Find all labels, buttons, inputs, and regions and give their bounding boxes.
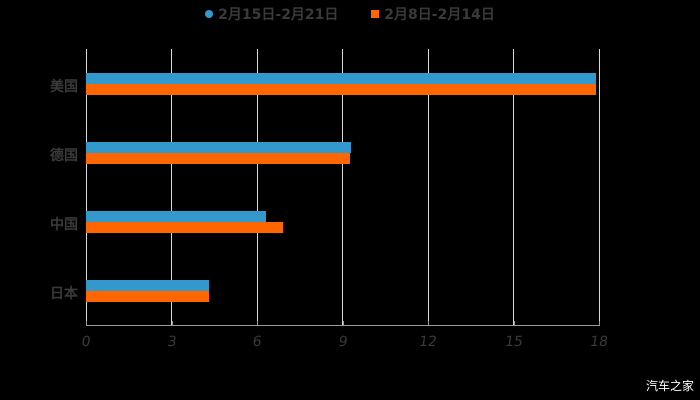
x-tick-label: 18 xyxy=(588,334,610,350)
bar-series-1[interactable] xyxy=(86,280,209,291)
watermark: 汽车之家 xyxy=(645,379,694,393)
x-tick-label: 15 xyxy=(503,334,524,350)
bar-series-1[interactable] xyxy=(86,73,597,84)
legend-item-series-2[interactable]: 2月8日-2月14日 xyxy=(371,4,495,24)
bar-series-2[interactable] xyxy=(86,291,209,302)
series-1-marker-icon xyxy=(205,10,214,18)
gridline xyxy=(257,49,258,325)
x-tick-mark xyxy=(513,321,515,326)
bar-series-1[interactable] xyxy=(86,142,352,153)
series-2-marker-icon xyxy=(371,10,380,18)
plot-area xyxy=(86,49,600,325)
x-tick-label: 3 xyxy=(165,334,178,350)
bar-series-2[interactable] xyxy=(86,153,350,164)
bar-series-2[interactable] xyxy=(86,84,597,95)
category-label-china: 中国 xyxy=(50,217,78,233)
gridline xyxy=(513,49,514,325)
bar-series-1[interactable] xyxy=(86,211,266,222)
gridline xyxy=(86,49,87,325)
x-tick-label: 6 xyxy=(251,334,263,350)
x-tick-mark xyxy=(257,321,258,326)
category-label-germany: 德国 xyxy=(50,148,78,164)
category-label-us: 美国 xyxy=(50,79,78,95)
legend-label: 2月8日-2月14日 xyxy=(384,7,495,23)
gridline xyxy=(342,49,343,325)
bar-series-2[interactable] xyxy=(86,222,283,233)
legend-label: 2月15日-2月21日 xyxy=(218,7,339,23)
x-tick-label: 12 xyxy=(417,334,439,350)
x-tick-label: 0 xyxy=(80,334,92,350)
gridline xyxy=(171,49,172,325)
x-tick-mark xyxy=(599,321,600,326)
category-label-japan: 日本 xyxy=(50,286,78,302)
x-tick-mark xyxy=(171,321,173,326)
x-tick-mark xyxy=(86,321,87,326)
gridline xyxy=(428,49,429,325)
legend-item-series-1[interactable]: 2月15日-2月21日 xyxy=(205,4,338,24)
x-tick-mark xyxy=(428,321,429,326)
x-tick-label: 9 xyxy=(336,334,349,350)
x-tick-mark xyxy=(342,321,344,326)
chart-legend: 2月15日-2月21日 2月8日-2月14日 xyxy=(0,4,700,24)
gridline xyxy=(599,49,600,325)
